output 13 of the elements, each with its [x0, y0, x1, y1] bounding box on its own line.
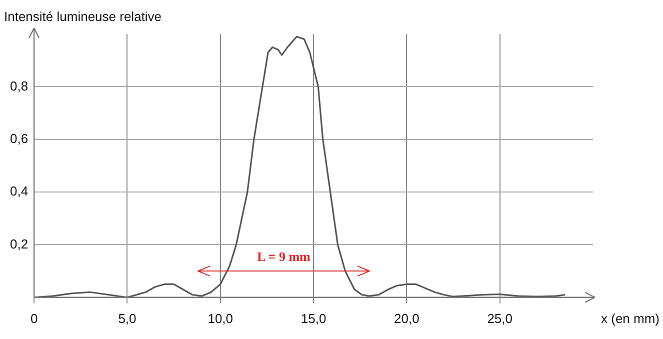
y-axis-title: Intensité lumineuse relative [4, 9, 162, 24]
annotation: L = 9 mm [256, 249, 312, 266]
x-tick-label: 10,0 [208, 310, 234, 326]
x-tick-label: 20,0 [394, 310, 420, 326]
x-tick-label: 25,0 [487, 310, 512, 326]
y-tick-label: 0,4 [10, 184, 28, 199]
x-tick-label: 15,0 [300, 310, 326, 326]
x-tick-label: 5,0 [118, 310, 136, 326]
y-tick-label: 0,8 [10, 78, 28, 94]
y-tick-label: 0,2 [10, 236, 28, 252]
x-tick-label: 0 [30, 310, 38, 326]
x-axis-title: x (en mm) [601, 310, 660, 326]
y-tick-label: 0,6 [10, 130, 28, 146]
